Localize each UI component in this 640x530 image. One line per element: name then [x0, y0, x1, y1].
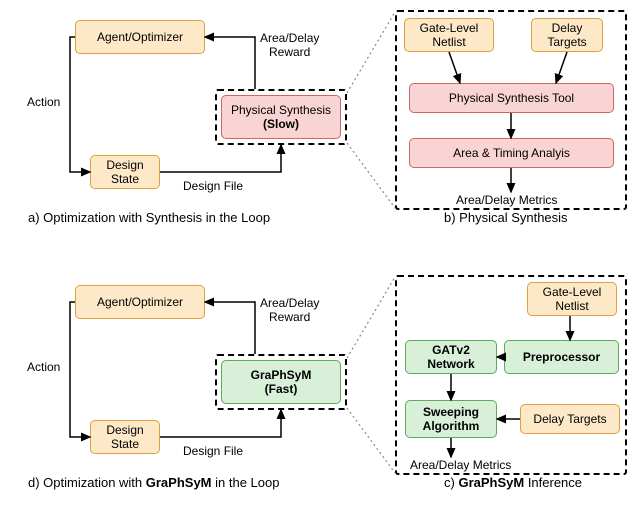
sweep-label: Sweeping Algorithm [423, 405, 480, 434]
caption-a: a) Optimization with Synthesis in the Lo… [28, 210, 270, 225]
file-label-bot: Design File [183, 444, 243, 458]
graphsym-box: GraPhSyM (Fast) [221, 360, 341, 404]
agent-label-bot: Agent/Optimizer [97, 295, 183, 309]
preprocessor-box: Preprocessor [504, 340, 619, 374]
reward-label-top: Area/Delay Reward [260, 31, 319, 60]
cap-d-post: in the Loop [212, 475, 280, 490]
design-label-bot: Design State [106, 423, 143, 452]
netlist-label-top: Gate-Level Netlist [420, 21, 479, 50]
agent-optimizer-box-bot: Agent/Optimizer [75, 285, 205, 319]
gat-label: GATv2 Network [427, 343, 474, 372]
physical-synthesis-box: Physical Synthesis (Slow) [221, 95, 341, 139]
graphsym-l1: GraPhSyM [251, 368, 312, 382]
targets-label-top: Delay Targets [547, 21, 586, 50]
action-label-bot: Action [27, 360, 60, 374]
sweep-box: Sweeping Algorithm [405, 400, 497, 438]
design-label-top: Design State [106, 158, 143, 187]
pre-label: Preprocessor [523, 350, 600, 364]
netlist-label-bot: Gate-Level Netlist [543, 285, 602, 314]
design-state-box-bot: Design State [90, 420, 160, 454]
tool-box: Physical Synthesis Tool [409, 83, 614, 113]
gat-box: GATv2 Network [405, 340, 497, 374]
synth-l2: (Slow) [263, 117, 299, 131]
cap-c-pre: c) [444, 475, 458, 490]
netlist-box-top: Gate-Level Netlist [404, 18, 494, 52]
action-label-top: Action [27, 95, 60, 109]
agent-optimizer-box-top: Agent/Optimizer [75, 20, 205, 54]
targets-box-bot: Delay Targets [520, 404, 620, 434]
reward-label-bot: Area/Delay Reward [260, 296, 319, 325]
cap-d-pre: d) Optimization with [28, 475, 146, 490]
synth-l1: Physical Synthesis [231, 103, 331, 117]
caption-c: c) GraPhSyM Inference [444, 475, 582, 490]
targets-label-bot: Delay Targets [533, 412, 606, 426]
analysis-box: Area & Timing Analyis [409, 138, 614, 168]
targets-box-top: Delay Targets [531, 18, 603, 52]
tool-label: Physical Synthesis Tool [449, 91, 574, 105]
caption-d: d) Optimization with GraPhSyM in the Loo… [28, 475, 279, 490]
design-state-box-top: Design State [90, 155, 160, 189]
graphsym-text: GraPhSyM (Fast) [251, 368, 312, 397]
netlist-box-bot: Gate-Level Netlist [527, 282, 617, 316]
metrics-label-top: Area/Delay Metrics [456, 193, 557, 207]
cap-c-post: Inference [524, 475, 582, 490]
agent-label-top: Agent/Optimizer [97, 30, 183, 44]
analysis-label: Area & Timing Analyis [453, 146, 570, 160]
metrics-label-bot: Area/Delay Metrics [410, 458, 511, 472]
cap-d-bold: GraPhSyM [146, 475, 212, 490]
cap-c-bold: GraPhSyM [458, 475, 524, 490]
graphsym-l2: (Fast) [265, 382, 298, 396]
synth-text: Physical Synthesis (Slow) [231, 103, 331, 132]
caption-b: b) Physical Synthesis [444, 210, 568, 225]
file-label-top: Design File [183, 179, 243, 193]
